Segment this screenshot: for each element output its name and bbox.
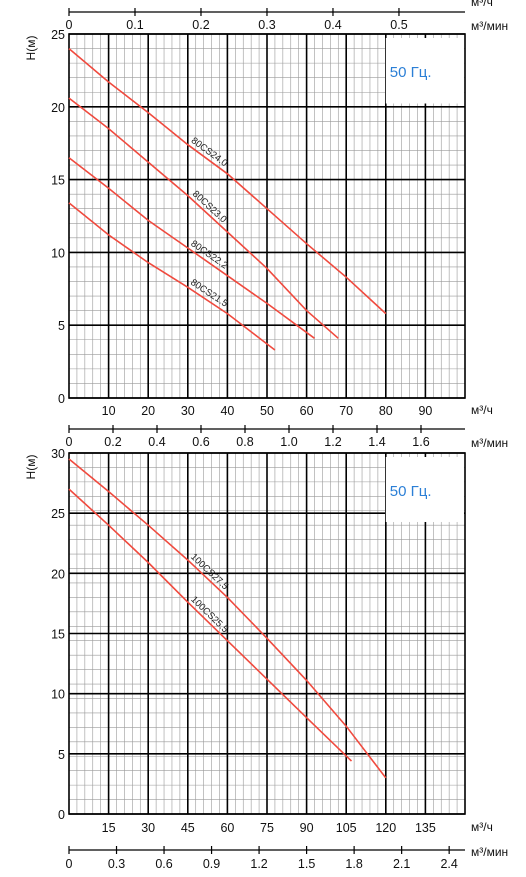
y-tick-label: 15 xyxy=(51,628,65,642)
upper-tick-label: 0.4 xyxy=(324,18,341,32)
frequency-label-box xyxy=(385,38,464,104)
upper-tick-label: 1.4 xyxy=(368,435,385,449)
bottom-tick-label: 0.6 xyxy=(155,857,172,871)
upper-tick-label: 1.2 xyxy=(324,435,341,449)
series-line-100cs27-5 xyxy=(68,458,387,779)
upper-tick-label: 1.6 xyxy=(412,435,429,449)
frequency-label: 50 Гц. xyxy=(390,64,432,81)
upper-tick-label: 0.4 xyxy=(148,435,165,449)
y-axis-label: H(м) xyxy=(24,36,38,61)
x-tick-label: 90 xyxy=(300,821,314,835)
x-tick-label: 75 xyxy=(260,821,274,835)
chart-100cs: 50 Гц. 0 5 10 15 20 25 30 H(м) 15 30 45 60 75 90 105 120… xyxy=(24,425,508,871)
y-tick-label: 0 xyxy=(58,392,65,406)
chart-80cs: 50 Гц. 0 5 10 15 20 25 H(м) 10 20 30 40 50 60 70 80 90 м³… xyxy=(24,0,508,418)
series-label: 80CS22.2 xyxy=(189,238,230,271)
x-tick-label: 20 xyxy=(141,404,155,418)
upper-tick-label: 0.8 xyxy=(236,435,253,449)
x-tick-label: 105 xyxy=(336,821,357,835)
y-tick-label: 20 xyxy=(51,101,65,115)
y-tick-label: 30 xyxy=(51,447,65,461)
x-tick-label: 80 xyxy=(379,404,393,418)
x-tick-label: 15 xyxy=(102,821,116,835)
bottom-unit-label: м³/мин xyxy=(471,845,508,859)
y-tick-label: 25 xyxy=(51,28,65,42)
x-tick-label: 120 xyxy=(375,821,396,835)
frequency-label: 50 Гц. xyxy=(390,483,432,500)
y-tick-label: 0 xyxy=(58,808,65,822)
bottom-tick-label: 1.8 xyxy=(345,857,362,871)
y-tick-label: 10 xyxy=(51,246,65,260)
upper-tick-label: 0.6 xyxy=(192,435,209,449)
bottom-tick-label: 0 xyxy=(66,857,73,871)
frequency-label-box xyxy=(385,457,464,522)
x-tick-label: 30 xyxy=(141,821,155,835)
y-tick-label: 5 xyxy=(58,748,65,762)
x-tick-label: 135 xyxy=(415,821,436,835)
upper-tick-label: 0 xyxy=(66,435,73,449)
bottom-tick-label: 1.2 xyxy=(250,857,267,871)
plot-frame xyxy=(68,452,466,815)
plot-frame xyxy=(68,33,466,399)
x-tick-label: 60 xyxy=(220,821,234,835)
x-tick-label: 60 xyxy=(300,404,314,418)
series-label: 100CS25.5 xyxy=(188,594,230,635)
y-axis-label: H(м) xyxy=(24,455,38,480)
x-tick-label: 50 xyxy=(260,404,274,418)
series-line-80cs22-2 xyxy=(68,157,315,339)
x-tick-label: 40 xyxy=(220,404,234,418)
upper-unit-partial-label: м³/ч xyxy=(471,0,493,9)
x-tick-label: 70 xyxy=(339,404,353,418)
series-line-80cs23-0 xyxy=(68,97,339,339)
bottom-tick-label: 2.4 xyxy=(440,857,457,871)
y-tick-label: 20 xyxy=(51,567,65,581)
series-line-80cs24-0 xyxy=(68,47,387,315)
x-unit-label: м³/ч xyxy=(471,820,493,834)
x-tick-label: 30 xyxy=(181,404,195,418)
bottom-tick-label: 0.9 xyxy=(203,857,220,871)
upper-unit-label: м³/мин xyxy=(471,19,508,33)
x-unit-label: м³/ч xyxy=(471,403,493,417)
y-tick-label: 5 xyxy=(58,319,65,333)
series-line-80cs21-5 xyxy=(68,202,276,351)
bottom-tick-label: 2.1 xyxy=(393,857,410,871)
upper-unit-label: м³/мин xyxy=(471,436,508,450)
series-label: 80CS21.5 xyxy=(188,277,229,310)
y-tick-label: 15 xyxy=(51,174,65,188)
series-label: 100CS27.5 xyxy=(188,552,230,593)
x-tick-label: 10 xyxy=(102,404,116,418)
upper-tick-label: 1.0 xyxy=(280,435,297,449)
series-line-100cs25-5 xyxy=(68,488,353,762)
y-tick-label: 10 xyxy=(51,688,65,702)
upper-tick-label: 0.1 xyxy=(126,18,143,32)
bottom-tick-label: 1.5 xyxy=(298,857,315,871)
y-tick-label: 25 xyxy=(51,507,65,521)
upper-tick-label: 0 xyxy=(66,18,73,32)
upper-tick-label: 0.2 xyxy=(104,435,121,449)
x-tick-label: 90 xyxy=(418,404,432,418)
upper-tick-label: 0.3 xyxy=(258,18,275,32)
bottom-tick-label: 0.3 xyxy=(108,857,125,871)
upper-tick-label: 0.5 xyxy=(390,18,407,32)
x-tick-label: 45 xyxy=(181,821,195,835)
upper-tick-label: 0.2 xyxy=(192,18,209,32)
series-label: 80CS24.0 xyxy=(189,135,230,169)
